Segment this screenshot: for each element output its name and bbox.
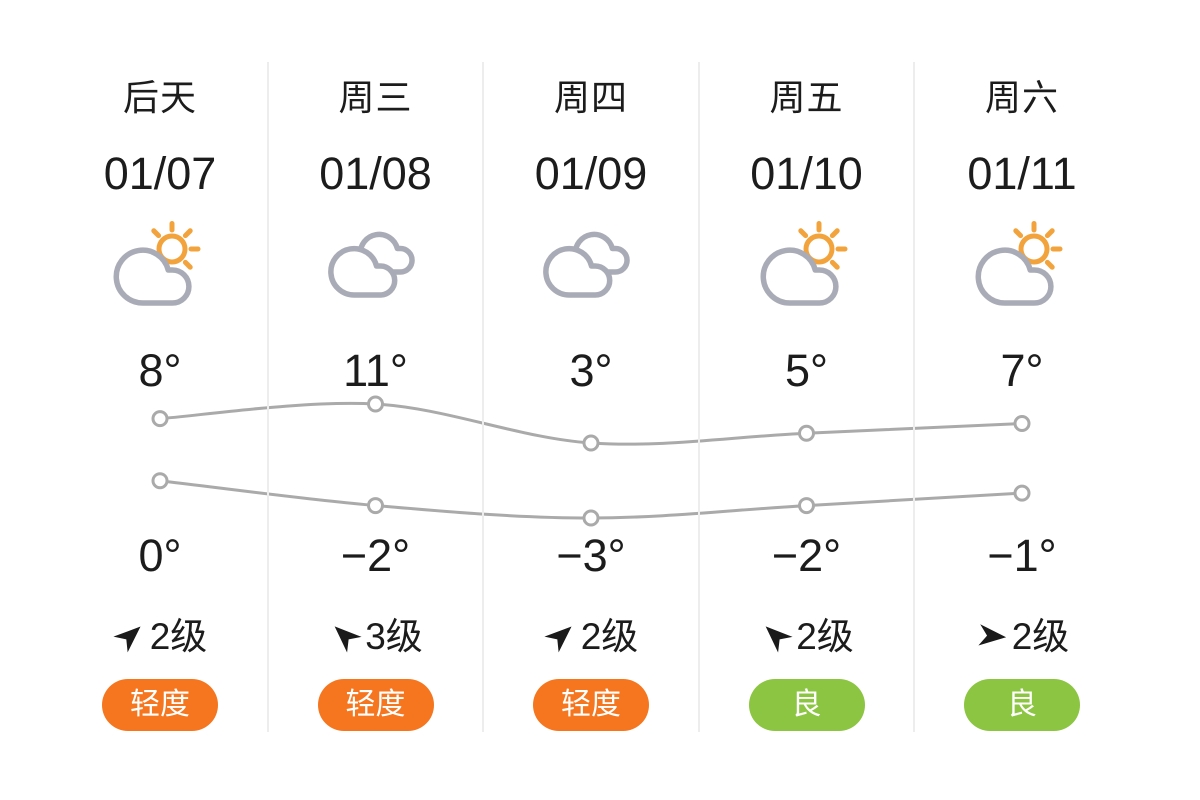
wind-direction-icon bbox=[978, 624, 1006, 646]
wind-level-label: 3级 bbox=[365, 616, 423, 657]
forecast-day-column[interactable]: 周五 01/10 5° −2° 2级良 bbox=[699, 0, 914, 800]
high-temp-label: 11° bbox=[343, 345, 408, 396]
cloud-icon bbox=[975, 247, 1054, 306]
sun-icon bbox=[797, 221, 847, 270]
wind-level-label: 2级 bbox=[796, 616, 854, 657]
low-temp-label: 0° bbox=[138, 530, 182, 581]
partly-cloudy-icon bbox=[113, 221, 201, 306]
air-quality-badge: 轻度 bbox=[317, 679, 434, 731]
wind-info: 3级 bbox=[268, 606, 483, 660]
front-cloud-icon bbox=[327, 245, 397, 298]
air-quality-row: 轻度 bbox=[53, 679, 268, 731]
wind-info: 2级 bbox=[699, 606, 914, 660]
wind-level-label: 2级 bbox=[580, 616, 639, 657]
cloudy-icon bbox=[543, 231, 630, 298]
high-temp-label: 5° bbox=[784, 345, 829, 396]
date-label: 01/07 bbox=[103, 148, 217, 199]
weather-icon bbox=[268, 221, 483, 307]
air-quality-row: 良 bbox=[915, 679, 1130, 731]
day-label: 周三 bbox=[338, 77, 413, 118]
low-temp-label: −1° bbox=[987, 530, 1057, 581]
air-quality-row: 轻度 bbox=[268, 679, 483, 731]
weather-icon bbox=[915, 221, 1130, 307]
partly-cloudy-icon bbox=[975, 221, 1063, 306]
air-quality-badge: 轻度 bbox=[102, 679, 218, 731]
wind-direction-icon bbox=[765, 626, 793, 653]
day-label: 周四 bbox=[553, 77, 628, 118]
wind-info: 2级 bbox=[484, 606, 699, 660]
high-temp-label: 3° bbox=[569, 345, 613, 396]
date-label: 01/11 bbox=[967, 148, 1077, 199]
sun-icon bbox=[1013, 221, 1063, 270]
wind-direction-icon bbox=[544, 626, 572, 653]
front-cloud-icon bbox=[543, 245, 613, 298]
wind-level-label: 2级 bbox=[1011, 616, 1070, 657]
day-label: 后天 bbox=[122, 77, 197, 118]
date-label: 01/10 bbox=[750, 148, 863, 199]
air-quality-row: 良 bbox=[699, 679, 914, 731]
air-quality-badge: 良 bbox=[964, 679, 1080, 731]
forecast-day-column[interactable]: 周三 01/08 11° −2° 3级轻度 bbox=[268, 0, 483, 800]
forecast-day-column[interactable]: 后天 01/07 8° 0° 2级轻度 bbox=[53, 0, 268, 800]
day-label: 周五 bbox=[769, 77, 844, 118]
air-quality-badge: 良 bbox=[748, 679, 865, 731]
forecast-day-column[interactable]: 周四 01/09 3° −3° 2级轻度 bbox=[484, 0, 699, 800]
weather-icon bbox=[699, 221, 914, 307]
column-divider bbox=[913, 62, 915, 732]
low-temp-label: −2° bbox=[771, 530, 842, 581]
sun-icon bbox=[151, 221, 201, 270]
column-divider bbox=[697, 62, 700, 732]
cloudy-icon bbox=[327, 231, 415, 298]
wind-direction-icon bbox=[334, 626, 362, 653]
air-quality-row: 轻度 bbox=[484, 679, 699, 731]
air-quality-badge: 轻度 bbox=[533, 679, 649, 731]
low-temp-label: −3° bbox=[556, 530, 626, 581]
forecast-day-column[interactable]: 周六 01/11 7° −1° 2级良 bbox=[915, 0, 1130, 800]
wind-level-label: 2级 bbox=[149, 616, 208, 657]
date-label: 01/08 bbox=[319, 148, 432, 199]
high-temp-label: 7° bbox=[1000, 345, 1044, 396]
wind-info: 2级 bbox=[53, 606, 268, 660]
cloud-icon bbox=[760, 247, 839, 306]
weather-icon bbox=[484, 221, 699, 307]
high-temp-label: 8° bbox=[138, 345, 182, 396]
date-label: 01/09 bbox=[534, 148, 648, 199]
low-temp-label: −2° bbox=[340, 530, 411, 581]
day-label: 周六 bbox=[984, 77, 1059, 118]
column-divider bbox=[266, 62, 269, 732]
wind-info: 2级 bbox=[915, 606, 1130, 660]
wind-direction-icon bbox=[113, 626, 141, 653]
weather-icon bbox=[53, 221, 268, 307]
cloud-icon bbox=[113, 247, 192, 306]
column-divider bbox=[482, 62, 484, 732]
partly-cloudy-icon bbox=[760, 221, 847, 306]
